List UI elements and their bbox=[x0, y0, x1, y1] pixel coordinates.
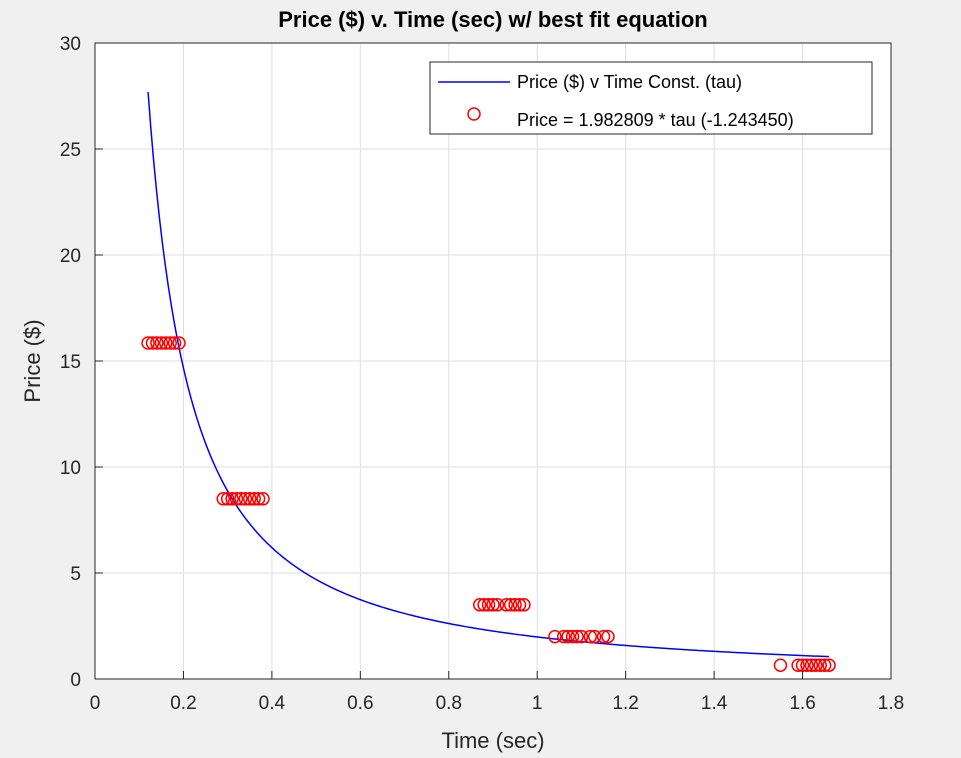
legend-circle-swatch bbox=[467, 107, 481, 121]
data-point bbox=[141, 336, 155, 350]
data-point bbox=[817, 658, 832, 672]
data-point bbox=[499, 598, 514, 612]
data-point bbox=[167, 336, 182, 350]
data-point bbox=[583, 629, 598, 644]
x-tick-label: 1.2 bbox=[612, 693, 638, 714]
data-point bbox=[557, 629, 571, 644]
y-tick-label: 15 bbox=[60, 352, 81, 373]
x-tick-label: 1.6 bbox=[789, 693, 815, 714]
data-point bbox=[490, 598, 505, 612]
data-point bbox=[565, 629, 580, 644]
x-tick-label: 1.4 bbox=[701, 693, 728, 714]
x-tick-label: 0.4 bbox=[259, 693, 286, 714]
y-axis-title: Price ($) bbox=[20, 319, 45, 402]
fit-group bbox=[147, 91, 830, 658]
data-point bbox=[256, 492, 270, 506]
data-point bbox=[596, 629, 611, 644]
y-tick-label: 5 bbox=[70, 564, 81, 585]
data-point bbox=[243, 492, 257, 506]
y-tick-label: 10 bbox=[60, 458, 81, 479]
data-point bbox=[154, 336, 169, 350]
data-point bbox=[150, 336, 164, 350]
data-point bbox=[163, 336, 177, 350]
data-point bbox=[486, 598, 500, 612]
x-tick-label: 0 bbox=[90, 693, 101, 714]
x-tick-label: 1 bbox=[532, 693, 543, 714]
legend-box bbox=[429, 61, 873, 135]
data-point bbox=[587, 629, 602, 644]
x-tick-label: 0.2 bbox=[170, 693, 196, 714]
data-point bbox=[800, 658, 814, 672]
data-point bbox=[574, 629, 589, 644]
y-tick-label: 0 bbox=[70, 670, 81, 691]
data-point bbox=[809, 658, 823, 672]
ticks bbox=[94, 42, 892, 680]
data-point bbox=[229, 492, 244, 506]
data-point bbox=[503, 598, 518, 612]
legend-label-points: Price = 1.982809 * tau (-1.243450) bbox=[517, 110, 794, 130]
fit-curve bbox=[147, 91, 830, 658]
data-point bbox=[472, 598, 487, 612]
data-point bbox=[234, 492, 248, 506]
data-point bbox=[238, 492, 253, 506]
data-point bbox=[813, 658, 827, 672]
data-point bbox=[570, 629, 584, 644]
data-point bbox=[773, 658, 788, 672]
y-tick-label: 30 bbox=[60, 34, 81, 55]
x-tick-labels: 0 0.2 0.4 0.6 0.8 1 1.2 1.4 1.6 1.8 bbox=[90, 693, 905, 714]
data-point bbox=[517, 598, 531, 612]
legend: Price ($) v Time Const. (tau) Price = 1.… bbox=[429, 61, 873, 135]
data-point bbox=[247, 492, 261, 506]
chart-title: Price ($) v. Time (sec) w/ best fit equa… bbox=[278, 7, 708, 32]
grid bbox=[95, 43, 891, 679]
data-point bbox=[251, 492, 266, 506]
x-tick-label: 0.8 bbox=[436, 693, 462, 714]
data-point bbox=[512, 598, 527, 612]
data-point bbox=[561, 629, 575, 644]
data-point bbox=[216, 492, 230, 506]
data-point bbox=[220, 492, 235, 506]
points-group bbox=[141, 336, 836, 672]
data-point bbox=[822, 658, 836, 672]
y-tick-label: 20 bbox=[60, 246, 81, 267]
data-point bbox=[508, 598, 522, 612]
x-axis-title: Time (sec) bbox=[441, 728, 544, 753]
y-tick-label: 25 bbox=[60, 140, 81, 161]
data-point bbox=[159, 336, 173, 350]
data-point bbox=[791, 658, 805, 672]
x-tick-label: 1.8 bbox=[878, 693, 904, 714]
data-point bbox=[548, 629, 562, 644]
y-tick-labels: 0 5 10 15 20 25 30 bbox=[60, 34, 81, 691]
data-point bbox=[601, 629, 615, 644]
legend-label-fit: Price ($) v Time Const. (tau) bbox=[517, 72, 742, 92]
data-point bbox=[172, 336, 186, 350]
data-point bbox=[481, 598, 496, 612]
x-tick-label: 0.6 bbox=[347, 693, 373, 714]
data-point bbox=[225, 492, 239, 506]
data-point bbox=[145, 336, 160, 350]
data-point bbox=[804, 658, 819, 672]
data-point bbox=[477, 598, 491, 612]
